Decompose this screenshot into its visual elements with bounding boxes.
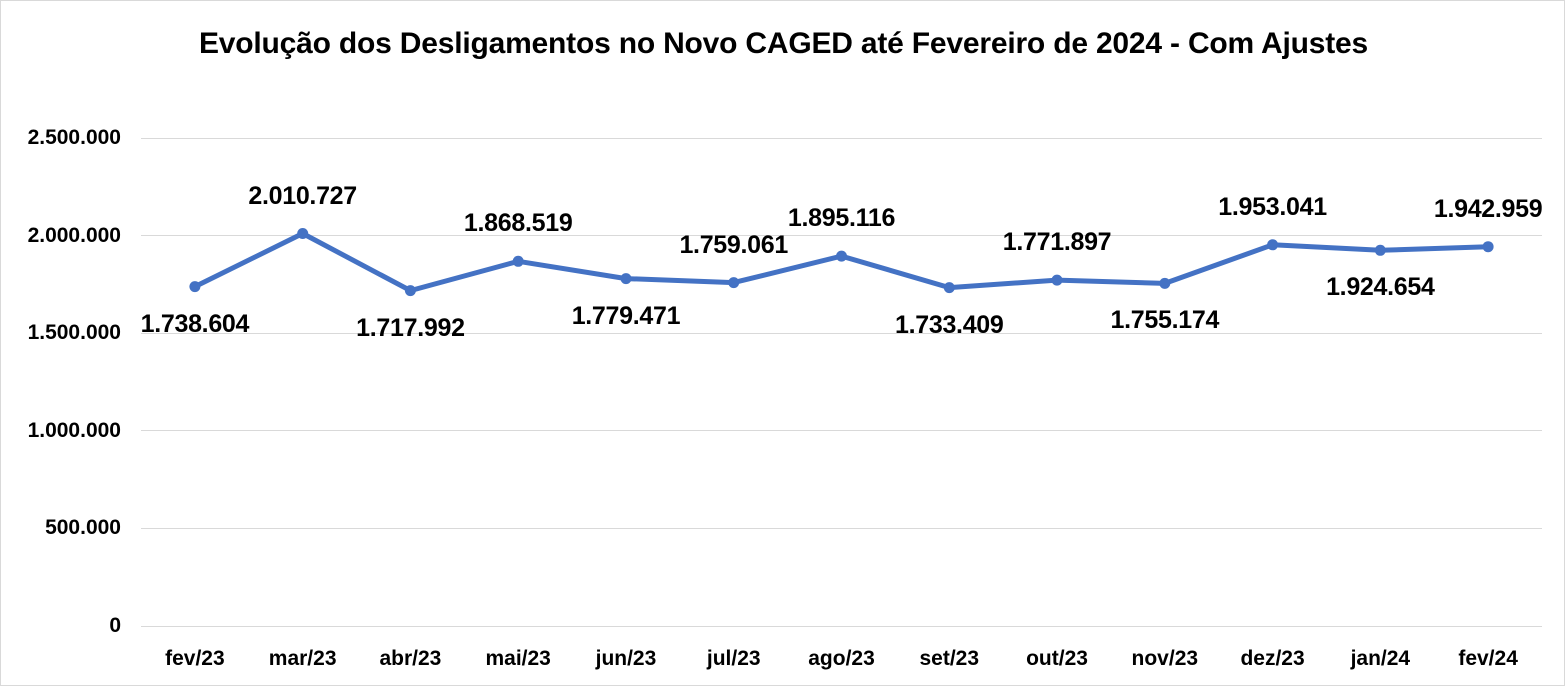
y-axis-tick-label: 500.000 (45, 516, 121, 540)
y-axis-tick-label: 1.000.000 (27, 418, 121, 442)
x-axis-tick-label: fev/24 (1458, 647, 1518, 670)
data-point-label: 1.924.654 (1326, 273, 1435, 302)
y-axis-tick-label: 0 (109, 614, 121, 637)
x-axis-tick-label: nov/23 (1131, 647, 1199, 670)
data-point-label: 1.868.519 (463, 209, 573, 238)
data-point-marker (943, 282, 955, 294)
gridline (141, 625, 1542, 627)
x-axis-tick-label: set/23 (919, 647, 980, 670)
data-point-marker (728, 277, 740, 289)
data-point-label: 1.942.959 (1433, 194, 1543, 223)
data-point-label: 1.771.897 (1002, 228, 1112, 257)
data-point-label: 2.010.727 (248, 181, 357, 210)
data-point-marker (404, 285, 416, 297)
gridline (141, 332, 1542, 334)
data-point-label: 1.779.471 (571, 301, 681, 330)
data-point-label: 1.733.409 (895, 310, 1004, 339)
gridline (141, 137, 1542, 139)
x-axis-tick-label: dez/23 (1240, 647, 1305, 670)
x-axis-tick-label: jul/23 (706, 647, 761, 670)
y-axis-tick-label: 1.500.000 (27, 321, 121, 345)
data-point-marker (620, 273, 632, 285)
x-axis-tick-label: jun/23 (595, 647, 657, 670)
x-axis-tick-label: mai/23 (485, 647, 551, 670)
gridline (141, 527, 1542, 529)
gridline (141, 430, 1542, 432)
data-point-marker (297, 228, 309, 239)
data-point-label: 1.895.116 (787, 204, 896, 233)
data-point-marker (1159, 277, 1171, 289)
data-point-marker (189, 281, 201, 293)
x-axis-tick-label: abr/23 (379, 647, 442, 670)
data-point-marker (1374, 244, 1386, 256)
x-axis-tick-label: mar/23 (268, 647, 337, 670)
data-point-marker (1267, 239, 1279, 251)
data-point-label: 1.953.041 (1218, 192, 1327, 221)
x-axis-tick-label: ago/23 (808, 647, 875, 670)
x-axis-tick-label: out/23 (1026, 647, 1088, 670)
y-axis-tick-label: 2.000.000 (27, 223, 121, 247)
x-axis-tick-label: jan/24 (1350, 647, 1411, 670)
chart-title: Evolução dos Desligamentos no Novo CAGED… (198, 27, 1368, 60)
data-point-label: 1.755.174 (1110, 306, 1220, 335)
data-point-marker (1051, 274, 1063, 286)
data-point-label: 1.717.992 (356, 313, 465, 342)
y-axis-tick-label: 2.500.000 (27, 126, 121, 149)
data-point-marker (1482, 241, 1494, 253)
x-axis-tick-label: fev/23 (165, 647, 225, 670)
data-point-marker (512, 255, 524, 267)
data-point-label: 1.759.061 (679, 230, 788, 259)
data-point-label: 1.738.604 (140, 309, 250, 338)
